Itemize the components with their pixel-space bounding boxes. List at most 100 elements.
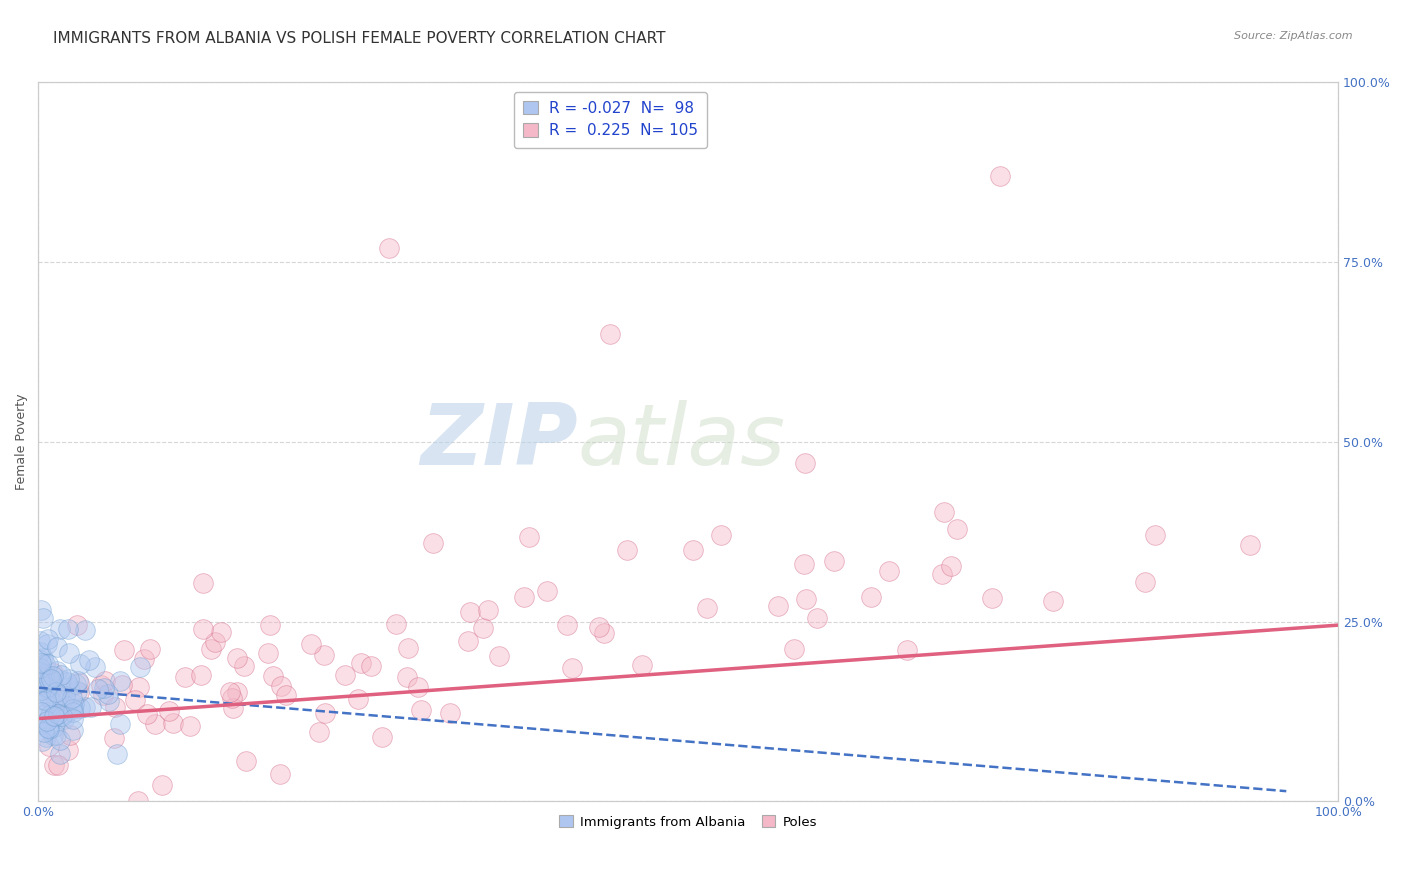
Point (806, 611, 828, 625)
Point (378, 241, 401, 255)
Text: Source: ZipAtlas.com: Source: ZipAtlas.com (1234, 31, 1353, 41)
Point (588, 620, 610, 634)
Point (477, 603, 499, 617)
Point (457, 634, 479, 648)
Point (56, 674, 79, 689)
Point (257, 646, 280, 660)
Point (56, 622, 79, 636)
Point (794, 456, 817, 470)
Point (103, 731, 125, 745)
Point (32, 611, 55, 625)
Point (512, 590, 534, 604)
Point (45, 685, 67, 699)
Point (235, 754, 257, 768)
Point (97, 687, 120, 701)
Point (49, 709, 72, 723)
Point (616, 543, 638, 558)
Point (409, 703, 432, 717)
Point (274, 688, 297, 702)
Point (62, 701, 84, 715)
Point (38, 723, 60, 737)
Point (35, 675, 58, 690)
Point (56, 699, 79, 714)
Point (30, 706, 52, 720)
Point (62, 723, 84, 738)
Point (219, 685, 242, 699)
Point (41, 695, 63, 709)
Point (536, 584, 558, 599)
Point (31, 676, 53, 690)
Point (112, 643, 135, 657)
Point (877, 564, 900, 578)
Point (314, 648, 336, 662)
Point (1042, 593, 1064, 607)
Point (32, 667, 55, 681)
Point (631, 657, 654, 672)
Point (709, 527, 731, 541)
Point (104, 700, 127, 714)
Point (233, 659, 256, 673)
Point (41, 673, 63, 687)
Point (37, 721, 59, 735)
Point (127, 794, 149, 808)
Point (132, 651, 155, 665)
Point (30, 716, 52, 731)
Point (794, 591, 817, 606)
Point (66, 673, 89, 688)
Point (783, 641, 806, 656)
Point (79, 652, 101, 666)
Point (87, 681, 110, 696)
Point (191, 576, 214, 591)
Point (32, 693, 55, 707)
Point (370, 730, 392, 744)
Point (599, 326, 621, 341)
Point (59, 728, 82, 742)
Point (35, 693, 58, 707)
Point (80, 700, 103, 714)
Point (41, 681, 63, 695)
Point (32, 725, 55, 739)
Point (75, 700, 97, 714)
Point (143, 717, 166, 731)
Point (31, 673, 53, 688)
Point (69, 657, 91, 671)
Point (97, 694, 120, 708)
Point (222, 700, 245, 714)
Point (190, 667, 212, 681)
Point (259, 617, 281, 632)
Point (488, 649, 510, 664)
Point (44, 708, 66, 723)
Point (38, 673, 60, 687)
Point (1133, 574, 1156, 589)
Point (46, 682, 69, 697)
Point (768, 599, 790, 614)
Point (83, 659, 105, 673)
Point (225, 651, 247, 665)
Point (67, 676, 90, 690)
Point (58, 672, 80, 686)
Text: atlas: atlas (578, 401, 786, 483)
Point (63, 697, 86, 711)
Point (42, 669, 65, 683)
Point (396, 670, 419, 684)
Point (45, 693, 67, 707)
Point (555, 618, 578, 632)
Point (945, 522, 967, 536)
Point (110, 673, 132, 688)
Point (221, 690, 243, 705)
Point (270, 679, 292, 693)
Point (200, 641, 222, 656)
Point (38, 739, 60, 753)
Point (28, 661, 51, 675)
Point (31, 734, 53, 748)
Point (41, 672, 63, 686)
Point (30, 674, 52, 689)
Point (34, 657, 56, 671)
Point (225, 685, 247, 699)
Point (37, 714, 59, 728)
Point (42, 666, 65, 681)
Point (65, 677, 87, 691)
Point (347, 692, 370, 706)
Point (896, 642, 918, 657)
Point (471, 622, 494, 636)
